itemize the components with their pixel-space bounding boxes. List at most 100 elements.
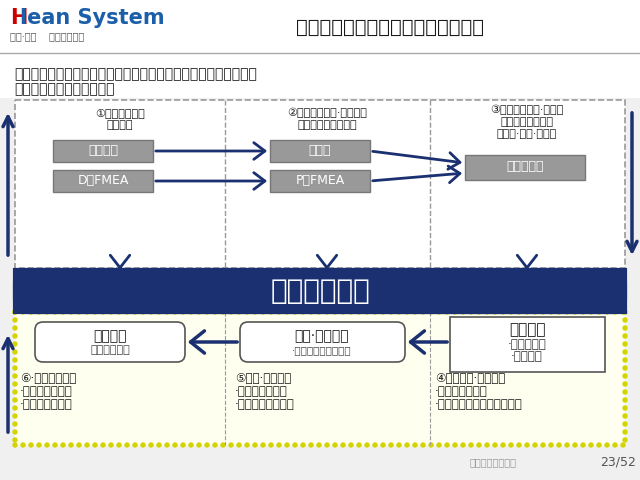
Circle shape <box>317 443 321 447</box>
Bar <box>465 155 585 180</box>
Circle shape <box>85 310 89 314</box>
Circle shape <box>557 443 561 447</box>
Circle shape <box>341 310 345 314</box>
Circle shape <box>13 430 17 434</box>
Text: ·要领书等: ·要领书等 <box>511 349 543 362</box>
Circle shape <box>605 443 609 447</box>
Text: ·５Ｍ的管理（变化）: ·５Ｍ的管理（变化） <box>292 345 352 355</box>
Circle shape <box>69 443 73 447</box>
Text: H: H <box>10 8 28 28</box>
Circle shape <box>429 443 433 447</box>
FancyBboxPatch shape <box>15 270 625 312</box>
Text: ·结果的评价与对策: ·结果的评价与对策 <box>235 398 295 411</box>
Circle shape <box>13 350 17 354</box>
Text: ①规定质量特性: ①规定质量特性 <box>95 108 145 118</box>
Circle shape <box>277 310 281 314</box>
Circle shape <box>389 443 393 447</box>
Circle shape <box>349 443 353 447</box>
Circle shape <box>197 443 201 447</box>
Text: 作业标准: 作业标准 <box>509 323 545 337</box>
Circle shape <box>533 443 537 447</box>
Text: ·作业指导、训练: ·作业指导、训练 <box>235 385 288 398</box>
Circle shape <box>253 310 257 314</box>
Circle shape <box>29 443 33 447</box>
Circle shape <box>13 310 17 314</box>
Text: 性的具体管理方法: 性的具体管理方法 <box>500 117 554 127</box>
Text: （工序检查）: （工序检查） <box>90 345 130 355</box>
Circle shape <box>613 310 617 314</box>
Circle shape <box>245 310 249 314</box>
Circle shape <box>445 443 449 447</box>
Circle shape <box>557 310 561 314</box>
Circle shape <box>533 310 537 314</box>
Circle shape <box>453 310 457 314</box>
Text: ·作业指导、训练: ·作业指导、训练 <box>20 398 73 411</box>
Bar <box>15 270 625 312</box>
Circle shape <box>45 443 49 447</box>
Circle shape <box>421 310 425 314</box>
Circle shape <box>13 406 17 410</box>
Circle shape <box>581 310 585 314</box>
Circle shape <box>333 443 337 447</box>
Text: （作业·条件·结果）: （作业·条件·结果） <box>497 129 557 139</box>
Circle shape <box>221 310 225 314</box>
Circle shape <box>373 310 377 314</box>
Circle shape <box>589 310 593 314</box>
Circle shape <box>477 310 481 314</box>
Circle shape <box>453 443 457 447</box>
Circle shape <box>309 310 313 314</box>
Circle shape <box>77 443 81 447</box>
Circle shape <box>221 443 225 447</box>
Circle shape <box>357 443 361 447</box>
Text: D・FMEA: D・FMEA <box>77 175 129 188</box>
Text: 精益生产促进中心: 精益生产促进中心 <box>470 457 517 467</box>
Circle shape <box>77 310 81 314</box>
Text: 出厂管理: 出厂管理 <box>93 329 127 343</box>
Circle shape <box>13 443 17 447</box>
Circle shape <box>213 443 217 447</box>
Circle shape <box>229 310 233 314</box>
Circle shape <box>293 443 297 447</box>
Circle shape <box>157 310 161 314</box>
Circle shape <box>269 443 273 447</box>
Circle shape <box>373 443 377 447</box>
Text: ③规定质量特性·特殊特: ③规定质量特性·特殊特 <box>490 105 564 115</box>
Circle shape <box>301 310 305 314</box>
Circle shape <box>69 310 73 314</box>
Circle shape <box>93 443 97 447</box>
Circle shape <box>13 398 17 402</box>
Circle shape <box>245 443 249 447</box>
Circle shape <box>61 310 65 314</box>
Circle shape <box>133 310 137 314</box>
Bar <box>270 140 370 162</box>
Circle shape <box>469 443 473 447</box>
Circle shape <box>349 310 353 314</box>
Text: ·作业指导书: ·作业指导书 <box>508 337 547 350</box>
Circle shape <box>437 443 441 447</box>
Circle shape <box>389 310 393 314</box>
Circle shape <box>261 443 265 447</box>
Circle shape <box>501 310 505 314</box>
Circle shape <box>285 443 289 447</box>
Circle shape <box>101 310 105 314</box>
Circle shape <box>181 443 185 447</box>
Circle shape <box>405 443 409 447</box>
Circle shape <box>285 310 289 314</box>
Circle shape <box>309 443 313 447</box>
Text: lean System: lean System <box>20 8 164 28</box>
Circle shape <box>13 334 17 338</box>
Circle shape <box>149 443 153 447</box>
Circle shape <box>173 443 177 447</box>
Circle shape <box>365 443 369 447</box>
Circle shape <box>93 310 97 314</box>
Circle shape <box>13 422 17 426</box>
Text: ⑥·规定检查项目: ⑥·规定检查项目 <box>20 372 76 385</box>
Circle shape <box>133 443 137 447</box>
Circle shape <box>549 443 553 447</box>
Circle shape <box>165 310 169 314</box>
Circle shape <box>13 438 17 442</box>
Circle shape <box>623 398 627 402</box>
Circle shape <box>623 390 627 394</box>
Circle shape <box>21 443 25 447</box>
Circle shape <box>37 310 41 314</box>
